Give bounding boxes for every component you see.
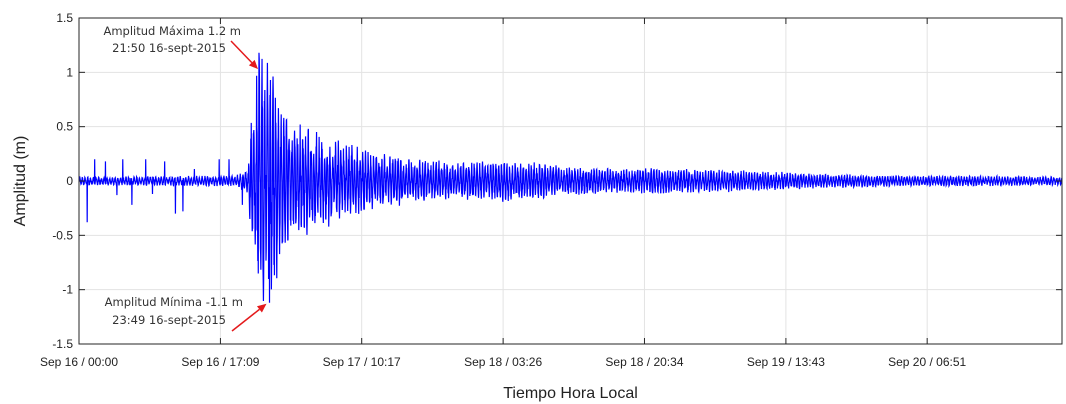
x-tick-label: Sep 20 / 06:51: [888, 355, 966, 369]
y-tick-label: -0.5: [52, 228, 73, 242]
min-arrowhead: [256, 303, 267, 313]
x-tick-label: Sep 17 / 10:17: [323, 355, 401, 369]
max-arrow: [230, 40, 253, 64]
y-tick-label: -1: [62, 283, 73, 297]
y-tick-label: 1.5: [56, 11, 73, 25]
y-axis-label: Amplitud (m): [12, 136, 29, 227]
y-tick-label: 1: [66, 65, 73, 79]
max-arrowhead: [248, 59, 259, 70]
min-annotation: Amplitud Mínima -1.1 m 23:49 16-sept-201…: [105, 295, 267, 332]
min-annotation-title: Amplitud Mínima -1.1 m: [105, 295, 243, 309]
series-line-layer: [78, 52, 1063, 303]
max-annotation: Amplitud Máxima 1.2 m 21:50 16-sept-2015: [103, 24, 259, 70]
max-annotation-time: 21:50 16-sept-2015: [112, 41, 226, 55]
x-axis-label: Tiempo Hora Local: [503, 385, 638, 402]
x-tick-label: Sep 19 / 13:43: [747, 355, 825, 369]
x-tick-label: Sep 16 / 17:09: [181, 355, 259, 369]
x-tick-label: Sep 18 / 03:26: [464, 355, 542, 369]
max-annotation-title: Amplitud Máxima 1.2 m: [103, 24, 241, 38]
x-tick-label: Sep 18 / 20:34: [605, 355, 683, 369]
amplitude-series-line: [78, 52, 1063, 303]
x-tick-label: Sep 16 / 00:00: [40, 355, 118, 369]
min-arrow: [231, 308, 260, 332]
min-annotation-time: 23:49 16-sept-2015: [112, 313, 226, 327]
y-tick-labels: 1.5 1 0.5 0 -0.5 -1 -1.5: [52, 11, 1062, 351]
y-tick-label: 0: [66, 174, 73, 188]
x-tick-labels: Sep 16 / 00:00 Sep 16 / 17:09 Sep 17 / 10:…: [40, 18, 967, 369]
y-tick-label: 0.5: [56, 120, 73, 134]
y-tick-label: -1.5: [52, 337, 73, 351]
